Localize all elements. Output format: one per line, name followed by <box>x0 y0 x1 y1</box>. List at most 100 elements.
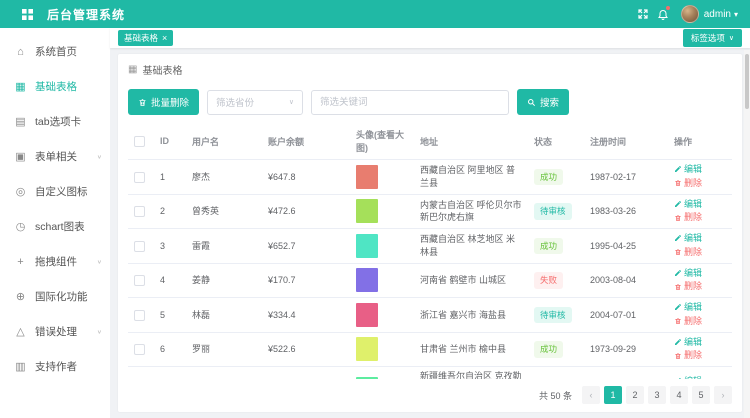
province-select[interactable]: 筛选省份 ∨ <box>207 89 304 115</box>
page-button[interactable]: 3 <box>648 386 666 404</box>
cell-address: 河南省 鹤壁市 山城区 <box>414 263 528 298</box>
row-checkbox[interactable] <box>134 344 145 356</box>
tab-options-label: 标签选项 <box>690 33 725 43</box>
edit-button[interactable]: 编辑 <box>674 232 702 245</box>
sidebar-item[interactable]: + 拖拽组件 ∨ <box>0 244 110 279</box>
sidebar-item-label: tab选项卡 <box>35 116 82 128</box>
row-checkbox-cell <box>128 366 154 379</box>
user-menu[interactable]: admin ▾ <box>704 9 738 20</box>
cell-id: 5 <box>154 297 186 333</box>
cell-address: 浙江省 嘉兴市 海盐县 <box>414 297 528 333</box>
data-table: ID 用户名 账户余额 头像(查看大图) 地址 状态 注册时间 操作 1 廖杰 ¥647.8 西藏自… <box>128 123 732 379</box>
keyword-input[interactable] <box>311 89 510 115</box>
sidebar-item-label: 系统首页 <box>35 46 77 58</box>
page-button[interactable]: 2 <box>626 386 644 404</box>
trash-icon <box>675 317 681 325</box>
tab-basic-table[interactable]: 基础表格 × <box>118 30 174 46</box>
vertical-scrollbar[interactable] <box>744 50 750 418</box>
sidebar-item[interactable]: ⊕ 国际化功能 <box>0 279 110 314</box>
sidebar-item[interactable]: ◷ schart图表 <box>0 209 110 244</box>
column-header: 状态 <box>528 123 584 160</box>
collapse-menu-icon[interactable] <box>22 8 33 20</box>
cell-status: 成功 <box>528 159 584 195</box>
column-header: 用户名 <box>186 123 262 160</box>
status-badge: 成功 <box>534 341 564 358</box>
column-header: 注册时间 <box>584 123 668 160</box>
row-checkbox[interactable] <box>134 240 145 252</box>
notification-bell-icon[interactable] <box>653 4 673 24</box>
avatar-image[interactable] <box>356 268 378 293</box>
avatar-image[interactable] <box>356 199 378 224</box>
edit-label: 编辑 <box>684 336 703 347</box>
avatar-image[interactable] <box>356 233 378 258</box>
main-area: 基础表格 × 标签选项 ∨ ▦ 基础表格 批量删除 <box>110 28 750 418</box>
delete-button[interactable]: 删除 <box>674 349 702 362</box>
delete-button[interactable]: 删除 <box>674 315 702 328</box>
page-button[interactable]: 1 <box>604 386 622 404</box>
sidebar-item[interactable]: ▥ 支持作者 <box>0 349 110 384</box>
table-row: 4 姜静 ¥170.7 河南省 鹤壁市 山城区 失败 2003-08-04 编辑 删除 <box>128 263 732 298</box>
edit-button[interactable]: 编辑 <box>674 375 702 379</box>
page-button[interactable]: 4 <box>670 386 688 404</box>
prev-page-button[interactable]: ‹ <box>582 386 600 404</box>
search-button[interactable]: 搜索 <box>517 89 570 115</box>
edit-button[interactable]: 编辑 <box>674 301 702 314</box>
edit-icon <box>675 235 681 242</box>
cell-username: 廖杰 <box>186 159 262 195</box>
sidebar-item[interactable]: ▣ 表单相关 ∨ <box>0 139 110 174</box>
i18n-icon: ⊕ <box>15 291 26 303</box>
edit-label: 编辑 <box>684 267 703 278</box>
trash-icon <box>675 214 681 221</box>
row-checkbox[interactable] <box>134 275 145 287</box>
avatar-image[interactable] <box>356 302 378 327</box>
fullscreen-icon[interactable] <box>633 4 653 24</box>
close-icon[interactable]: × <box>162 32 168 43</box>
row-checkbox[interactable] <box>134 206 145 218</box>
row-checkbox[interactable] <box>134 171 145 183</box>
warning-icon: △ <box>16 326 25 338</box>
pagination-total: 共 50 条 <box>538 390 572 401</box>
cell-registered: 1987-02-17 <box>584 159 668 195</box>
delete-button[interactable]: 删除 <box>674 177 702 190</box>
row-checkbox[interactable] <box>134 309 145 321</box>
status-badge: 失败 <box>534 272 564 289</box>
edit-button[interactable]: 编辑 <box>674 336 702 349</box>
sidebar-item[interactable]: ▦ 基础表格 <box>0 69 110 104</box>
avatar-image[interactable] <box>356 337 378 362</box>
delete-button[interactable]: 删除 <box>674 211 702 224</box>
delete-button[interactable]: 删除 <box>674 246 702 259</box>
cell-actions: 编辑删除 <box>668 332 732 367</box>
table-header-row: ID 用户名 账户余额 头像(查看大图) 地址 状态 注册时间 操作 <box>128 123 732 160</box>
cell-actions: 编辑删除 <box>668 194 732 229</box>
page-button[interactable]: 5 <box>692 386 710 404</box>
table-row: 2 曾秀英 ¥472.6 内蒙古自治区 呼伦贝尔市 新巴尔虎右旗 待审核 1983-03-… <box>128 194 732 229</box>
batch-delete-button[interactable]: 批量删除 <box>128 89 200 115</box>
column-header: 地址 <box>414 123 528 160</box>
sidebar-item[interactable]: ◎ 自定义图标 <box>0 174 110 209</box>
username-label: admin <box>703 8 731 20</box>
avatar-image[interactable] <box>356 376 378 379</box>
cell-avatar <box>350 366 414 379</box>
chevron-down-icon: ∨ <box>96 329 102 335</box>
cell-status: 待审核 <box>528 297 584 333</box>
edit-icon <box>675 269 681 276</box>
edit-button[interactable]: 编辑 <box>674 267 702 280</box>
next-page-button[interactable]: › <box>714 386 732 404</box>
trash-icon <box>675 283 681 290</box>
user-avatar[interactable] <box>680 5 699 23</box>
delete-button[interactable]: 删除 <box>674 280 702 293</box>
cell-address: 西藏自治区 阿里地区 普兰县 <box>414 159 528 195</box>
edit-button[interactable]: 编辑 <box>674 163 702 176</box>
sidebar-item[interactable]: △ 错误处理 ∨ <box>0 314 110 349</box>
sidebar-item[interactable]: ⌂ 系统首页 <box>0 34 110 69</box>
column-header: 账户余额 <box>262 123 350 160</box>
cell-username: 雷霞 <box>186 228 262 264</box>
status-badge: 待审核 <box>534 203 572 220</box>
page-content: ▦ 基础表格 批量删除 筛选省份 ∨ 搜索 <box>110 48 750 418</box>
edit-button[interactable]: 编辑 <box>674 198 702 211</box>
select-all-checkbox[interactable] <box>134 135 145 147</box>
avatar-image[interactable] <box>356 164 378 189</box>
sidebar-item[interactable]: ▤ tab选项卡 <box>0 104 110 139</box>
tab-options-button[interactable]: 标签选项 ∨ <box>682 29 742 47</box>
scrollbar-thumb[interactable] <box>745 54 749 109</box>
